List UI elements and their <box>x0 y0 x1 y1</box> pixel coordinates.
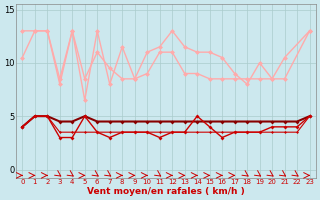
X-axis label: Vent moyen/en rafales ( km/h ): Vent moyen/en rafales ( km/h ) <box>87 187 245 196</box>
